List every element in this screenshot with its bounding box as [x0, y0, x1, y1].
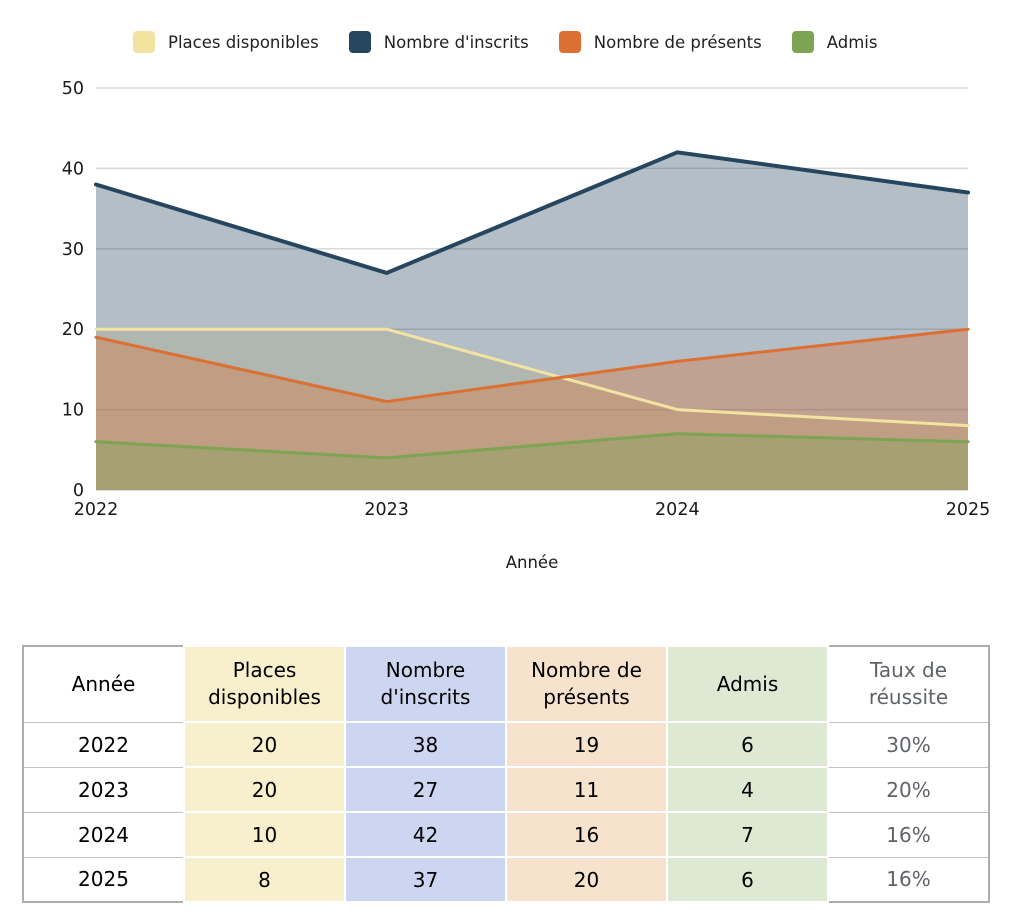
y-tick-label: 20	[62, 320, 84, 340]
chart-legend: Places disponibles Nombre d'inscrits Nombr…	[133, 31, 877, 53]
series-line	[94, 327, 970, 404]
table-cell: 16%	[827, 811, 990, 858]
area-chart: 0 10 20 30 40 50 2022 2023 2024 2025	[62, 79, 991, 520]
table-cell: 20	[183, 766, 346, 813]
x-tick-label: 2022	[74, 500, 119, 520]
series-line	[94, 327, 970, 428]
table-cell: 38	[344, 721, 507, 768]
y-tick-label: 40	[62, 159, 84, 179]
table-cell: 30%	[827, 721, 990, 768]
series-area	[96, 329, 968, 490]
column-header: Année	[22, 645, 185, 723]
legend-item: Places disponibles	[133, 31, 319, 53]
x-axis-title: Année	[505, 553, 559, 572]
table-cell: 20%	[827, 766, 990, 813]
x-tick-label: 2024	[655, 500, 700, 520]
table-cell: 20	[183, 721, 346, 768]
table-cell: 6	[666, 721, 829, 768]
table-cell: 10	[183, 811, 346, 858]
table-cell: 7	[666, 811, 829, 858]
table-cell: 2023	[22, 766, 185, 813]
column-header: Admis	[666, 645, 829, 723]
table-row: 2025 8 37 20 6 16%	[22, 856, 990, 903]
y-tick-label: 50	[62, 79, 84, 99]
table-cell: 11	[505, 766, 668, 813]
table-cell: 2025	[22, 856, 185, 903]
table-cell: 42	[344, 811, 507, 858]
series-line	[94, 432, 970, 460]
table-row: 2024 10 42 16 7 16%	[22, 811, 990, 858]
series-area	[96, 329, 968, 490]
table-cell: 2024	[22, 811, 185, 858]
table-cell: 4	[666, 766, 829, 813]
y-tick-label: 10	[62, 401, 84, 421]
table-cell: 2022	[22, 721, 185, 768]
table-row: 2022 20 38 19 6 30%	[22, 721, 990, 768]
column-header: Places disponibles	[183, 645, 346, 723]
legend-color-swatch	[558, 31, 581, 53]
table-cell: 19	[505, 721, 668, 768]
legend-color-swatch	[348, 31, 371, 53]
legend-label: Places disponibles	[168, 32, 319, 52]
table-cell: 27	[344, 766, 507, 813]
table-body: 2022 20 38 19 6 30% 2023 20 27 11 4 20% 2024 10 42 16 7 1…	[22, 721, 990, 903]
legend-label: Admis	[826, 32, 878, 52]
legend-item: Nombre de présents	[558, 31, 762, 53]
column-header: Taux de réussite	[827, 645, 990, 723]
table-cell: 16%	[827, 856, 990, 903]
column-header: Nombre d'inscrits	[344, 645, 507, 723]
series-area	[96, 152, 968, 490]
legend-label: Nombre d'inscrits	[383, 32, 529, 52]
data-table: Année Places disponibles Nombre d'inscrits…	[22, 645, 990, 903]
legend-item: Nombre d'inscrits	[348, 31, 529, 53]
table-cell: 16	[505, 811, 668, 858]
table-row: 2023 20 27 11 4 20%	[22, 766, 990, 813]
table-header: Année Places disponibles Nombre d'inscrits…	[22, 645, 990, 723]
legend-color-swatch	[133, 31, 155, 53]
table-cell: 6	[666, 856, 829, 903]
legend-item: Admis	[791, 31, 878, 53]
y-tick-label: 0	[73, 481, 84, 501]
table-cell: 20	[505, 856, 668, 903]
x-tick-label: 2025	[946, 500, 991, 520]
legend-color-swatch	[791, 31, 814, 53]
y-tick-label: 30	[62, 240, 84, 260]
table-cell: 37	[344, 856, 507, 903]
table-header-row: Année Places disponibles Nombre d'inscrits…	[22, 645, 990, 723]
legend-label: Nombre de présents	[593, 32, 762, 52]
series-line	[94, 150, 970, 275]
x-tick-label: 2023	[364, 500, 409, 520]
table-cell: 8	[183, 856, 346, 903]
column-header: Nombre de présents	[505, 645, 668, 723]
series-area	[96, 433, 968, 490]
